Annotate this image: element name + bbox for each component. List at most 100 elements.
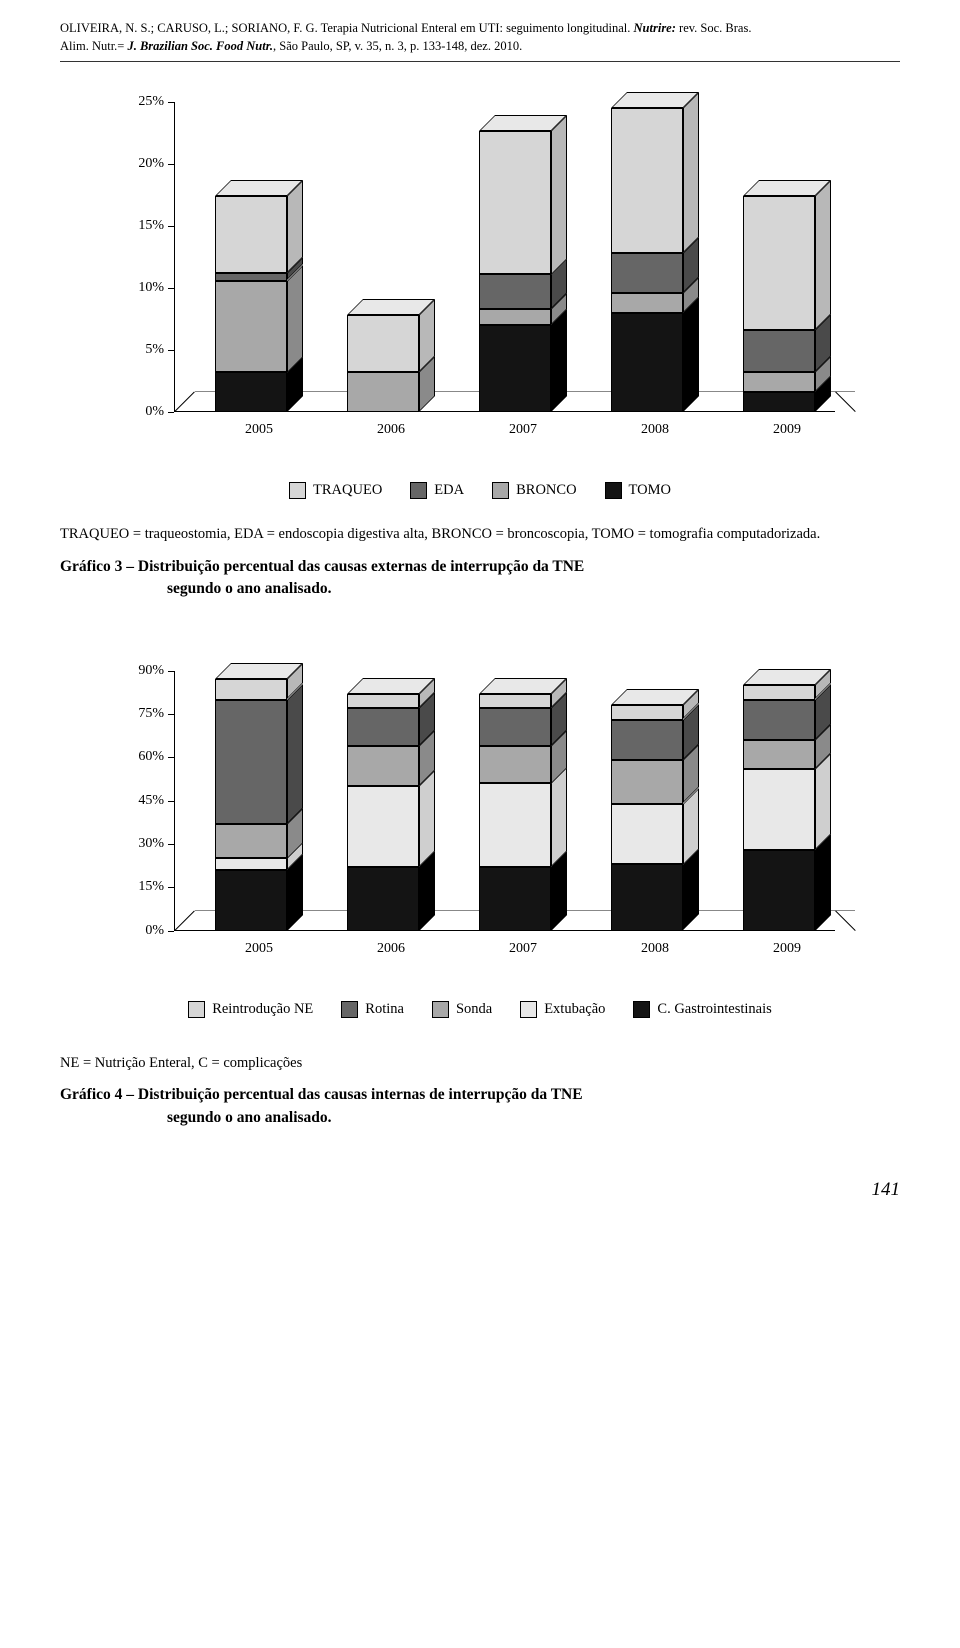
legend-swatch [410,482,427,499]
bar-segment [215,700,287,824]
chart-4-container: 0%15%30%45%60%75%90%20052006200720082009… [110,671,850,1018]
bar-segment [347,708,419,746]
bar-segment [215,858,287,870]
legend-item: TRAQUEO [289,482,382,499]
bar-segment [611,804,683,865]
y-tick-label: 75% [138,706,164,722]
chart-3-footnote: TRAQUEO = traqueostomia, EDA = endoscopi… [60,524,900,546]
legend-item: Rotina [341,1001,404,1018]
bar-segment [743,330,815,372]
legend-item: C. Gastrointestinais [633,1001,771,1018]
chart-3-caption-line2: segundo o ano analisado. [60,578,900,600]
legend-swatch [633,1001,650,1018]
header-journal-2: J. Brazilian Soc. Food Nutr. [127,39,273,53]
bar-segment [611,293,683,313]
y-tick-label: 45% [138,793,164,809]
bar-side [419,770,435,867]
legend-item: Reintrodução NE [188,1001,313,1018]
bar-segment [611,760,683,803]
bar-segment [479,131,551,275]
chart-3-caption: Gráfico 3 – Distribuição percentual das … [60,556,900,601]
legend-label: C. Gastrointestinais [657,1001,771,1018]
bar-segment [479,325,551,412]
legend-label: BRONCO [516,482,576,499]
bar-segment [215,372,287,412]
y-tick-label: 5% [145,342,164,358]
bar-side [683,297,699,412]
bar-segment [347,315,419,372]
y-tick-label: 15% [138,218,164,234]
y-tick-label: 60% [138,749,164,765]
legend-swatch [341,1001,358,1018]
bar-segment [743,685,815,699]
chart-3-caption-lead: Gráfico 3 – [60,558,138,575]
bar-segment [347,372,419,412]
x-tick-label: 2007 [509,422,537,438]
bar-segment [215,281,287,373]
x-tick-label: 2008 [641,941,669,957]
bar-segment [479,867,551,931]
y-tick-label: 90% [138,663,164,679]
bar-segment [347,694,419,708]
bar-side [815,753,831,850]
legend-label: Sonda [456,1001,492,1018]
bar-segment [743,392,815,412]
header-authors: OLIVEIRA, N. S.; CARUSO, L.; SORIANO, F.… [60,21,634,35]
bar-segment [347,786,419,867]
legend-swatch [605,482,622,499]
y-tick-label: 0% [145,923,164,939]
bar-side [683,92,699,253]
bar-side [815,834,831,931]
bar-segment [611,705,683,719]
bar-segment [479,783,551,867]
x-tick-label: 2006 [377,422,405,438]
x-tick-label: 2007 [509,941,537,957]
bar-segment [479,309,551,325]
x-tick-label: 2005 [245,941,273,957]
bar-segment [611,864,683,930]
legend-label: Extubação [544,1001,605,1018]
y-tick-label: 15% [138,879,164,895]
chart-4-caption-lead: Gráfico 4 – [60,1086,138,1103]
bar-segment [611,313,683,412]
header-rest-1: rev. Soc. Bras. [679,21,751,35]
y-tick-label: 30% [138,836,164,852]
y-tick-label: 10% [138,280,164,296]
y-tick-label: 25% [138,94,164,110]
y-axis: 0%15%30%45%60%75%90% [125,671,175,931]
bar-segment [347,867,419,931]
bar-side [551,115,567,275]
bar-segment [743,850,815,931]
legend-swatch [289,482,306,499]
x-tick-label: 2008 [641,422,669,438]
legend-label: TOMO [629,482,671,499]
chart-3-legend: TRAQUEO EDA BRONCO TOMO [110,482,850,499]
chart-4-caption-line2: segundo o ano analisado. [60,1107,900,1129]
bar-segment [215,273,287,280]
legend-label: EDA [434,482,464,499]
bar-segment [479,708,551,746]
x-tick-label: 2009 [773,941,801,957]
bar-segment [611,720,683,760]
bar-segment [479,274,551,309]
chart-3: 0%5%10%15%20%25%20052006200720082009 [125,102,835,462]
chart-4: 0%15%30%45%60%75%90%20052006200720082009 [125,671,835,981]
legend-swatch [188,1001,205,1018]
chart-4-footnote: NE = Nutrição Enteral, C = complicações [60,1053,900,1075]
bar-segment [347,746,419,786]
x-tick-label: 2006 [377,941,405,957]
bar-segment [479,694,551,708]
legend-label: Reintrodução NE [212,1001,313,1018]
bars-area [175,102,835,412]
running-header: OLIVEIRA, N. S.; CARUSO, L.; SORIANO, F.… [60,20,900,62]
bar-side [287,684,303,824]
bar-side [287,180,303,273]
bar-segment [215,870,287,931]
bar-segment [611,253,683,293]
y-tick-label: 0% [145,404,164,420]
bar-segment [215,679,287,699]
legend-swatch [432,1001,449,1018]
bar-side [287,265,303,373]
bar-segment [743,372,815,392]
y-axis: 0%5%10%15%20%25% [125,102,175,412]
